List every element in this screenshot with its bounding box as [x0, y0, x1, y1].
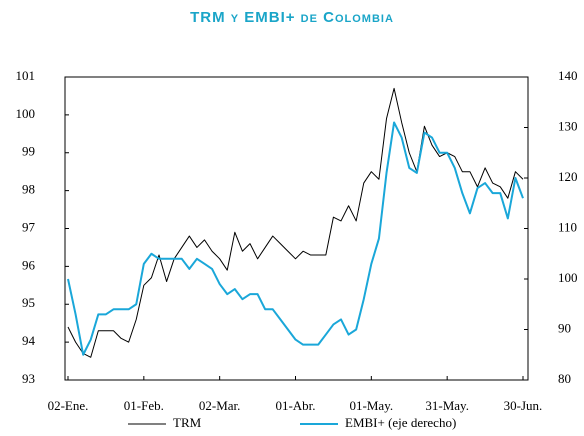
y-tick-label: 100: [16, 106, 36, 121]
legend-label: EMBI+ (eje derecho): [345, 415, 456, 430]
y-tick-label: 101: [16, 68, 36, 83]
y-tick-label: 96: [22, 257, 36, 272]
y-tick-label: 99: [22, 144, 35, 159]
y-tick-label: 94: [22, 333, 36, 348]
x-tick-label: 31-May.: [425, 398, 469, 413]
y2-tick-label: 110: [558, 219, 577, 234]
y-tick-label: 93: [22, 371, 35, 386]
x-tick-label: 01-May.: [350, 398, 394, 413]
y2-tick-label: 140: [558, 68, 578, 83]
x-tick-label: 01-Feb.: [124, 398, 164, 413]
legend-label: TRM: [173, 415, 202, 430]
series-line: [67, 121, 524, 356]
x-tick-label: 02-Ene.: [48, 398, 89, 413]
y2-tick-label: 120: [558, 169, 578, 184]
y-tick-label: 98: [22, 182, 35, 197]
x-tick-label: 01-Abr.: [275, 398, 315, 413]
y2-tick-label: 90: [558, 320, 571, 335]
y2-tick-label: 130: [558, 118, 578, 133]
chart-title: TRM y EMBI+ de Colombia: [190, 9, 394, 26]
series-line: [67, 87, 524, 358]
y2-tick-label: 100: [558, 270, 578, 285]
y-tick-label: 97: [22, 219, 36, 234]
plot-frame: [64, 76, 529, 381]
y2-tick-label: 80: [558, 371, 571, 386]
x-tick-label: 30-Jun.: [504, 398, 543, 413]
x-tick-label: 02-Mar.: [199, 398, 241, 413]
y-tick-label: 95: [22, 295, 35, 310]
